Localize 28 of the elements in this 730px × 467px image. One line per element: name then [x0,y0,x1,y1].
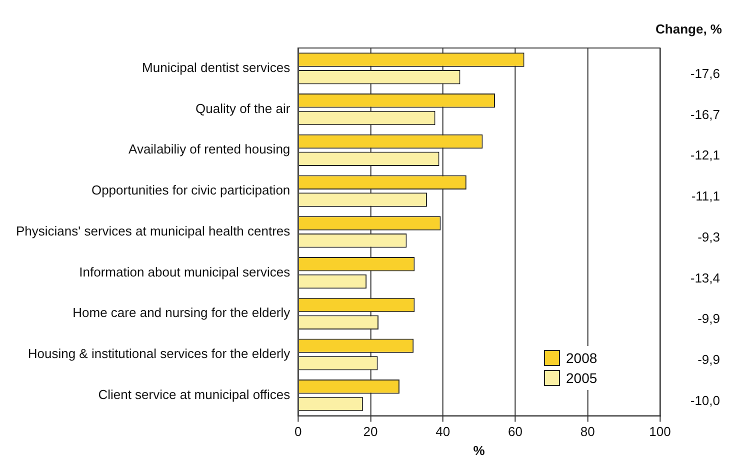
x-tick-label: 80 [580,424,595,440]
y-tick-label: Municipal dentist services [142,60,291,76]
text: -16,7 [690,106,720,122]
y-tick-label: Information about municipal services [79,264,291,280]
y-tick-label: Client service at municipal offices [98,386,291,402]
x-tick-label: 60 [508,424,522,440]
text: -10,0 [690,392,720,408]
text: -9,9 [698,311,720,326]
text: -12,1 [690,148,720,163]
text: -17,6 [690,66,720,82]
x-tick-label: 20 [363,424,378,440]
y-tick-label: Quality of the air [196,100,291,116]
legend-label: 2008 [566,348,598,368]
y-tick-label: Opportunities for civic participation [91,182,290,198]
y-tick-label: Housing & institutional services for the elderly [28,346,291,362]
text: -11,1 [691,188,720,204]
x-axis-title: % [473,442,486,458]
x-tick-label: 0 [294,424,302,440]
y-tick-label: Physicians' services at municipal health centres [16,223,291,238]
x-tick-label: 40 [436,424,450,440]
text: -13,4 [690,270,720,286]
x-tick-label: 100 [649,424,671,440]
text: -9,3 [698,229,720,244]
text: -9,9 [698,352,720,368]
y-tick-label: Availabiliy of rented housing [128,142,290,157]
y-tick-label: Home care and nursing for the elderly [72,305,291,320]
legend-label: 2005 [566,368,598,388]
text: Change, % [656,22,722,37]
